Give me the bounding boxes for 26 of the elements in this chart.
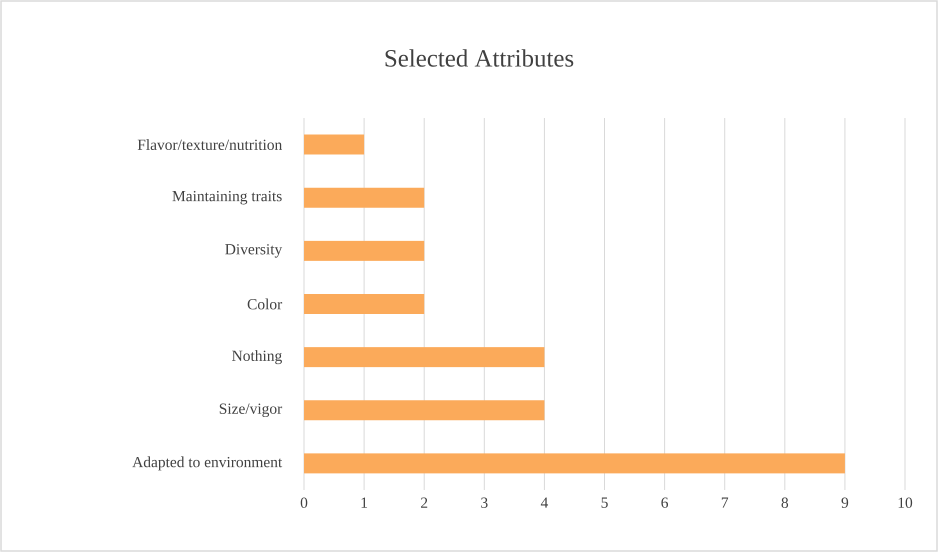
x-tick-label: 3	[481, 498, 488, 508]
y-tick-label: Color	[248, 298, 282, 310]
bar	[304, 188, 424, 208]
y-tick-label: Maintaining traits	[172, 190, 282, 204]
y-tick-label: Diversity	[225, 244, 282, 258]
y-tick-label: Flavor/texture/nutrition	[138, 139, 282, 150]
x-tick-label: 6	[661, 498, 668, 508]
x-tick-label: 10	[898, 498, 912, 508]
x-tick-label: 2	[421, 498, 428, 508]
x-tick-label: 4	[540, 498, 548, 508]
x-tick-label: 8	[782, 498, 788, 508]
bar	[304, 453, 845, 474]
x-tick-label: 0	[300, 498, 308, 508]
bar	[304, 294, 424, 314]
y-tick-label: Nothing	[232, 350, 282, 364]
x-tick-label: 1	[362, 498, 368, 508]
x-tick-label: 7	[722, 498, 728, 508]
y-tick-label: Size/vigor	[220, 404, 282, 418]
x-tick-label: 5	[602, 498, 608, 508]
bar	[304, 240, 424, 261]
bar	[304, 400, 544, 420]
bar	[304, 347, 544, 368]
chart-title: Selected Attributes	[386, 49, 574, 67]
bar	[304, 134, 364, 155]
x-tick-label: 9	[842, 498, 848, 508]
y-tick-label: Adapted to environment	[132, 456, 282, 470]
